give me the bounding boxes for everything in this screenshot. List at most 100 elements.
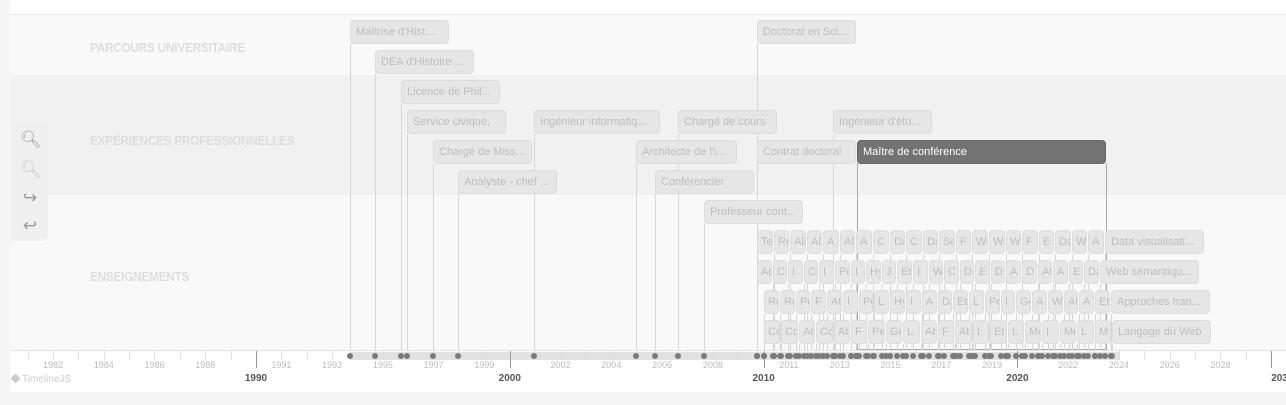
axis-event-marker[interactable] [1013, 353, 1019, 359]
axis-event-marker[interactable] [1045, 353, 1051, 359]
back-button[interactable]: ↩ [20, 216, 40, 236]
axis-event-marker[interactable] [926, 353, 932, 359]
timeline-event[interactable]: Et [897, 260, 912, 284]
timeline-event[interactable]: I [906, 290, 921, 314]
timeline-event[interactable]: A [1006, 260, 1021, 284]
timeline-event[interactable]: Al [840, 230, 855, 254]
timeline-event[interactable]: Rencontr [764, 290, 779, 314]
axis-event-marker[interactable] [957, 353, 963, 359]
timeline-event[interactable]: Langage du Web [1112, 320, 1211, 344]
timeline-event[interactable]: I [788, 260, 803, 284]
timeline-event[interactable]: Hy [890, 290, 905, 314]
axis-event-marker[interactable] [1109, 353, 1115, 359]
axis-event-marker[interactable] [531, 353, 537, 359]
timeline-event[interactable]: J [882, 260, 896, 284]
timeline-event[interactable]: M [1095, 320, 1111, 344]
timeline-event[interactable]: At [955, 320, 972, 344]
axis-event-marker[interactable] [804, 353, 810, 359]
axis-event-marker[interactable] [785, 353, 791, 359]
axis-event-marker[interactable] [1005, 353, 1011, 359]
timelinejs-branding[interactable]: TimelineJS [10, 373, 71, 386]
timeline-event[interactable]: Ren [780, 290, 795, 314]
axis-event-marker[interactable] [1069, 353, 1075, 359]
timeline-event[interactable]: D [1022, 260, 1037, 284]
timeline-event[interactable]: I [851, 260, 865, 284]
axis-event-marker[interactable] [701, 353, 707, 359]
axis-event-marker[interactable] [831, 353, 837, 359]
timeline-event[interactable]: DEA d'Histoire ... [375, 50, 474, 74]
axis-event-marker[interactable] [633, 353, 639, 359]
timeline-event[interactable]: L [1077, 320, 1094, 344]
timeline-event[interactable]: L [969, 290, 984, 314]
timeline-event[interactable]: Da [1084, 260, 1099, 284]
timeline-event[interactable]: Et [953, 290, 968, 314]
timeline-event[interactable]: Hy [866, 260, 881, 284]
timeline-event[interactable]: We [989, 230, 1005, 254]
timeline-event[interactable]: Atel [799, 320, 815, 344]
timeline-event[interactable]: Licence de Phil... [401, 80, 500, 104]
timeline-event[interactable]: Da [890, 230, 905, 254]
timeline-event[interactable]: At [1064, 290, 1078, 314]
axis-event-marker[interactable] [801, 353, 807, 359]
timeline-event[interactable]: Ren [774, 230, 789, 254]
timeline-event[interactable]: C [873, 230, 889, 254]
timeline-event[interactable]: I [973, 320, 989, 344]
axis-event-marker[interactable] [1097, 353, 1103, 359]
axis-event-marker[interactable] [871, 353, 877, 359]
timeline-event[interactable]: We [1072, 230, 1087, 254]
timeline-event[interactable]: Perf [868, 320, 885, 344]
axis-event-marker[interactable] [966, 353, 972, 359]
timeline-event[interactable]: Ge [1016, 290, 1031, 314]
timeline-event[interactable]: Al [807, 230, 822, 254]
axis-event-marker[interactable] [813, 353, 819, 359]
axis-event-marker[interactable] [816, 353, 822, 359]
axis-event-marker[interactable] [1081, 353, 1087, 359]
axis-event-marker[interactable] [1074, 353, 1080, 359]
timeline-event[interactable]: We [929, 260, 943, 284]
axis-event-marker[interactable] [903, 353, 909, 359]
axis-event-marker[interactable] [430, 353, 436, 359]
timeline-event[interactable]: Architecte de l'i... [636, 140, 737, 164]
timeline-event[interactable]: A [1079, 290, 1094, 314]
time-axis[interactable]: 1982 1984 1986 1988 1991 1993 1995 1997 1999 2002… [10, 350, 1286, 392]
timeline-event[interactable]: Chargé de cours [678, 110, 777, 134]
axis-event-marker[interactable] [1057, 353, 1063, 359]
timeline-event[interactable]: W [1006, 230, 1021, 254]
timeline-event[interactable]: C [906, 230, 922, 254]
timeline-event[interactable]: Maîtrise d'Hist... [350, 20, 449, 44]
timeline-event[interactable]: Web sémantiqu... [1100, 260, 1199, 284]
axis-event-marker[interactable] [998, 353, 1004, 359]
timeline-event[interactable]: Con [781, 320, 798, 344]
timeline-event[interactable]: Acces [757, 260, 772, 284]
axis-event-marker[interactable] [900, 353, 906, 359]
timeline-event[interactable]: I [843, 290, 858, 314]
timeline-event[interactable]: L [903, 320, 920, 344]
axis-event-marker[interactable] [372, 353, 378, 359]
timeline-event[interactable]: A [1053, 260, 1068, 284]
axis-event-marker[interactable] [1029, 353, 1035, 359]
timeline-event-active[interactable]: Maître de conférence [857, 140, 1106, 164]
zoom-in-button[interactable]: 🔍︎ [20, 130, 42, 150]
timeline-event[interactable]: L [1008, 320, 1024, 344]
timeline-event[interactable]: Da [1055, 230, 1071, 254]
forward-button[interactable]: ↪ [20, 188, 40, 208]
axis-event-marker[interactable] [879, 353, 885, 359]
timeline-event[interactable]: We [972, 230, 988, 254]
axis-event-marker[interactable] [824, 353, 830, 359]
timeline-event[interactable]: Da [938, 290, 952, 314]
axis-event-marker[interactable] [675, 353, 681, 359]
timeline-event[interactable]: Chargé de Miss... [433, 140, 532, 164]
axis-event-marker[interactable] [1061, 353, 1067, 359]
timeline-event[interactable]: We [1048, 290, 1063, 314]
axis-event-marker[interactable] [652, 353, 658, 359]
axis-event-marker[interactable] [761, 353, 767, 359]
axis-event-marker[interactable] [754, 353, 760, 359]
axis-event-marker[interactable] [982, 353, 988, 359]
axis-event-marker[interactable] [1092, 353, 1098, 359]
timeline-event[interactable]: Contrat doctoral [757, 140, 856, 164]
timeline-event[interactable]: F [811, 290, 826, 314]
axis-event-marker[interactable] [910, 353, 916, 359]
timeline-event[interactable]: C [944, 260, 959, 284]
zoom-out-button[interactable]: 🔍︎ [20, 160, 42, 180]
axis-event-marker[interactable] [865, 353, 871, 359]
